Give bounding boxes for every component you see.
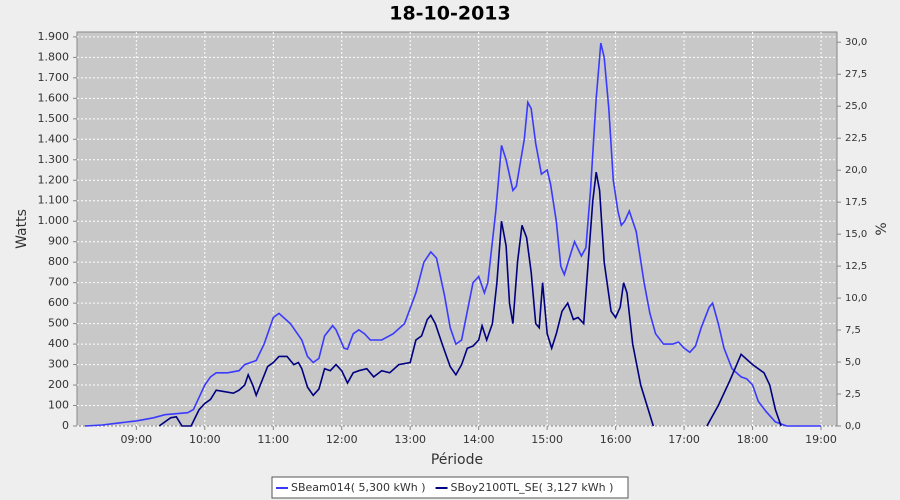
y2-tick-label: 12,5 xyxy=(845,261,867,272)
y-tick-label: 600 xyxy=(48,296,69,309)
y-tick-label: 1.300 xyxy=(38,153,70,166)
y2-tick-label: 15,0 xyxy=(845,229,867,240)
y-tick-label: 100 xyxy=(48,399,69,412)
y2-tick-label: 27,5 xyxy=(845,69,867,80)
x-tick-label: 18:00 xyxy=(737,433,769,446)
x-tick-label: 17:00 xyxy=(668,433,700,446)
y2-tick-label: 7,5 xyxy=(845,325,861,336)
y2-tick-label: 10,0 xyxy=(845,293,867,304)
y2-tick-label: 5,0 xyxy=(845,357,861,368)
y-tick-label: 1.600 xyxy=(38,91,70,104)
y-tick-label: 700 xyxy=(48,276,69,289)
y-tick-label: 500 xyxy=(48,317,69,330)
x-tick-label: 19:00 xyxy=(805,433,837,446)
y2-tick-label: 22,5 xyxy=(845,133,867,144)
series-line xyxy=(84,42,821,427)
y-tick-label: 300 xyxy=(48,358,69,371)
chart-title: 18-10-2013 xyxy=(389,3,511,25)
series-line xyxy=(158,171,782,427)
y2-tick-label: 0,0 xyxy=(845,421,861,432)
y-tick-label: 1.900 xyxy=(38,30,70,43)
y-tick-label: 900 xyxy=(48,235,69,248)
y2-tick-label: 25,0 xyxy=(845,101,867,112)
y-tick-label: 1.200 xyxy=(38,173,70,186)
y-tick-label: 1.100 xyxy=(38,194,70,207)
x-tick-label: 10:00 xyxy=(189,433,221,446)
y-tick-label: 400 xyxy=(48,337,69,350)
y2-tick-label: 2,5 xyxy=(845,389,861,400)
legend-label: SBeam014( 5,300 kWh ) xyxy=(291,481,426,494)
y-axis-title: Watts xyxy=(14,209,30,249)
y-tick-label: 1.400 xyxy=(38,132,70,145)
legend-label: SBoy2100TL_SE( 3,127 kWh ) xyxy=(451,481,614,494)
x-tick-label: 09:00 xyxy=(120,433,152,446)
x-tick-label: 14:00 xyxy=(463,433,495,446)
y-tick-label: 0 xyxy=(62,419,69,432)
legend xyxy=(271,476,629,499)
y-tick-label: 1.000 xyxy=(38,214,70,227)
x-tick-label: 12:00 xyxy=(326,433,358,446)
y-tick-label: 1.800 xyxy=(38,50,70,63)
y2-tick-label: 17,5 xyxy=(845,197,867,208)
y2-tick-label: 20,0 xyxy=(845,165,867,176)
y2-tick-label: 30,0 xyxy=(845,37,867,48)
y-tick-label: 200 xyxy=(48,378,69,391)
x-tick-label: 13:00 xyxy=(394,433,426,446)
x-tick-label: 11:00 xyxy=(257,433,289,446)
y-tick-label: 1.700 xyxy=(38,71,70,84)
y-tick-label: 1.500 xyxy=(38,112,70,125)
x-tick-label: 15:00 xyxy=(531,433,563,446)
plot-area xyxy=(76,31,838,427)
y-tick-label: 800 xyxy=(48,255,69,268)
x-axis-title: Période xyxy=(431,452,483,468)
x-tick-label: 16:00 xyxy=(600,433,632,446)
y2-axis-title: % xyxy=(874,222,890,235)
